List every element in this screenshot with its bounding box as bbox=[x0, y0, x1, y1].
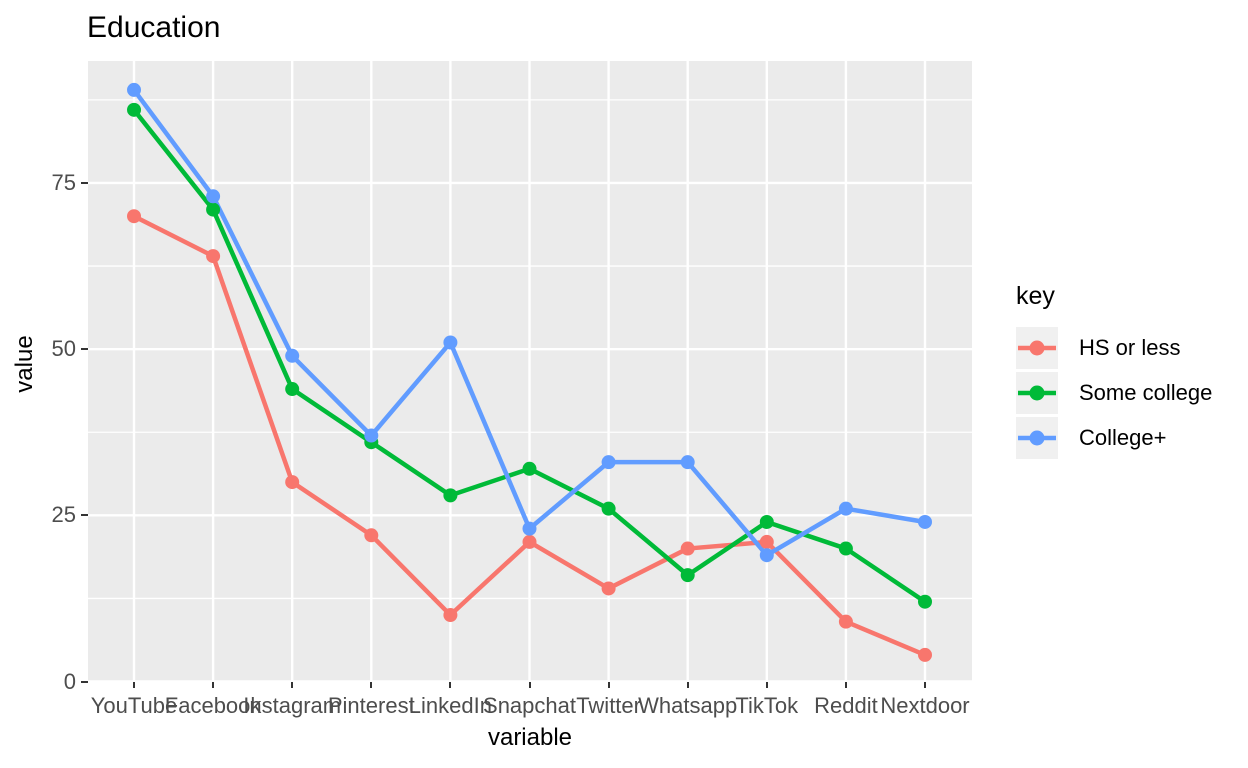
x-tick-label: Reddit bbox=[814, 693, 878, 718]
x-tick bbox=[686, 682, 689, 688]
x-tick-label: Snapchat bbox=[483, 693, 576, 718]
y-tick bbox=[81, 514, 88, 517]
x-tick bbox=[844, 682, 847, 688]
legend-item: College+ bbox=[1016, 417, 1212, 459]
legend-line-dot-icon bbox=[1018, 430, 1056, 446]
y-tick-label: 75 bbox=[51, 169, 76, 195]
x-tick bbox=[528, 682, 531, 688]
x-tick bbox=[133, 682, 135, 688]
plot-panel bbox=[88, 61, 972, 682]
y-axis-title: value bbox=[11, 335, 38, 393]
x-tick-label: Facebook bbox=[164, 693, 262, 718]
x-tick bbox=[212, 682, 215, 688]
x-tick bbox=[449, 682, 452, 688]
legend-items: HS or less Some college College+ bbox=[1016, 327, 1212, 459]
y-tick bbox=[81, 181, 88, 184]
x-tick bbox=[924, 682, 926, 688]
x-tick-label: Pinterest bbox=[327, 693, 415, 718]
legend-key-swatch bbox=[1016, 417, 1058, 459]
x-tick bbox=[370, 682, 373, 688]
x-tick bbox=[291, 682, 294, 688]
x-tick-label: YouTube bbox=[90, 693, 178, 718]
legend-line-dot-icon bbox=[1018, 340, 1056, 356]
y-tick-label: 25 bbox=[51, 502, 76, 528]
legend-key-swatch bbox=[1016, 372, 1058, 414]
y-tick bbox=[81, 680, 88, 683]
legend-item: HS or less bbox=[1016, 327, 1212, 369]
x-tick-label: Nextdoor bbox=[880, 693, 970, 718]
legend-title: key bbox=[1016, 282, 1055, 310]
legend-label: HS or less bbox=[1079, 335, 1181, 360]
legend-label: Some college bbox=[1079, 380, 1213, 405]
x-tick-label: LinkedIn bbox=[408, 693, 492, 718]
legend-line-dot-icon bbox=[1018, 385, 1056, 401]
legend-key-swatch bbox=[1016, 327, 1058, 369]
x-tick-label: TikTok bbox=[735, 693, 799, 718]
legend-label: College+ bbox=[1079, 425, 1167, 450]
x-tick-label: Instagram bbox=[243, 693, 342, 718]
y-tick-label: 50 bbox=[51, 336, 76, 362]
legend: key HS or less Some college College+ bbox=[1016, 281, 1212, 462]
chart-title: Education bbox=[87, 11, 221, 44]
x-tick bbox=[765, 682, 768, 688]
x-tick bbox=[607, 682, 610, 688]
y-tick bbox=[81, 348, 88, 351]
x-tick-label: Twitter bbox=[576, 693, 641, 718]
x-tick-label: Whatsapp bbox=[638, 693, 738, 718]
x-axis-title: variable bbox=[487, 724, 573, 751]
y-tick-label: 0 bbox=[63, 668, 76, 694]
legend-item: Some college bbox=[1016, 372, 1212, 414]
